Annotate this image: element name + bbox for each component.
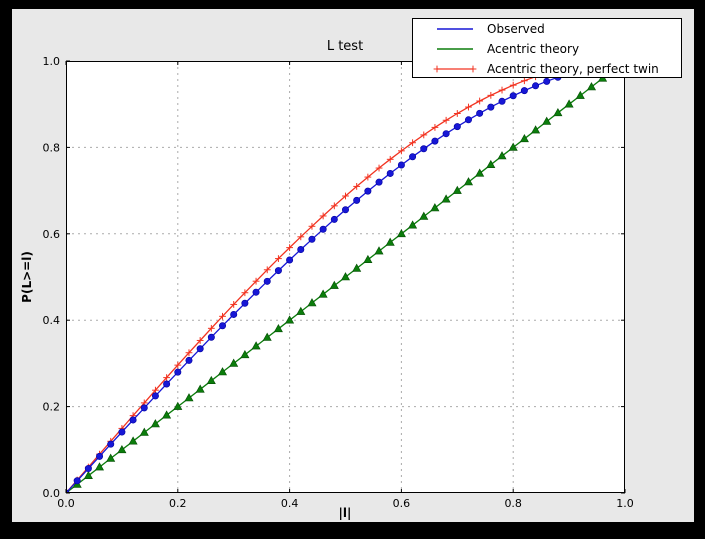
plot-title: L test <box>327 39 363 54</box>
legend-sample-twin-plus-markers <box>433 65 477 73</box>
y-tick-label: 0.2 <box>43 401 61 414</box>
gridlines <box>66 61 625 493</box>
y-tick-label: 0.4 <box>43 314 61 327</box>
legend-label-observed: Observed <box>487 22 545 36</box>
x-tick-label: 1.0 <box>616 497 634 510</box>
legend-entry-perfect-twin: Acentric theory, perfect twin <box>433 62 659 76</box>
tick-labels: 0.0 0.2 0.4 0.6 0.8 1.0 0.0 0.2 0.4 0.6 0.8 1.0 <box>43 55 634 510</box>
legend-entry-acentric-theory: Acentric theory <box>437 42 579 56</box>
x-tick-label: 0.8 <box>504 497 522 510</box>
series-acentric-theory <box>66 61 625 493</box>
legend-box: Observed Acentric theory Acentric theory… <box>412 18 682 78</box>
legend-label-acentric-theory: Acentric theory <box>487 42 579 56</box>
x-tick-label: 0.6 <box>393 497 411 510</box>
y-axis-label: P(L>=l) <box>20 251 34 303</box>
y-tick-label: 0.6 <box>43 228 61 241</box>
y-tick-label: 0.8 <box>43 141 61 154</box>
data-series <box>66 61 625 493</box>
legend-entry-observed: Observed <box>437 22 545 36</box>
x-tick-label: 0.4 <box>281 497 299 510</box>
y-tick-label: 0.0 <box>43 487 61 500</box>
x-axis-label: |l| <box>339 506 352 520</box>
y-tick-label: 1.0 <box>43 55 61 68</box>
axes-frame <box>66 61 625 493</box>
x-tick-label: 0.2 <box>169 497 187 510</box>
x-tick-label: 0.0 <box>57 497 75 510</box>
series-observed <box>66 61 625 493</box>
legend-label-perfect-twin: Acentric theory, perfect twin <box>487 62 659 76</box>
